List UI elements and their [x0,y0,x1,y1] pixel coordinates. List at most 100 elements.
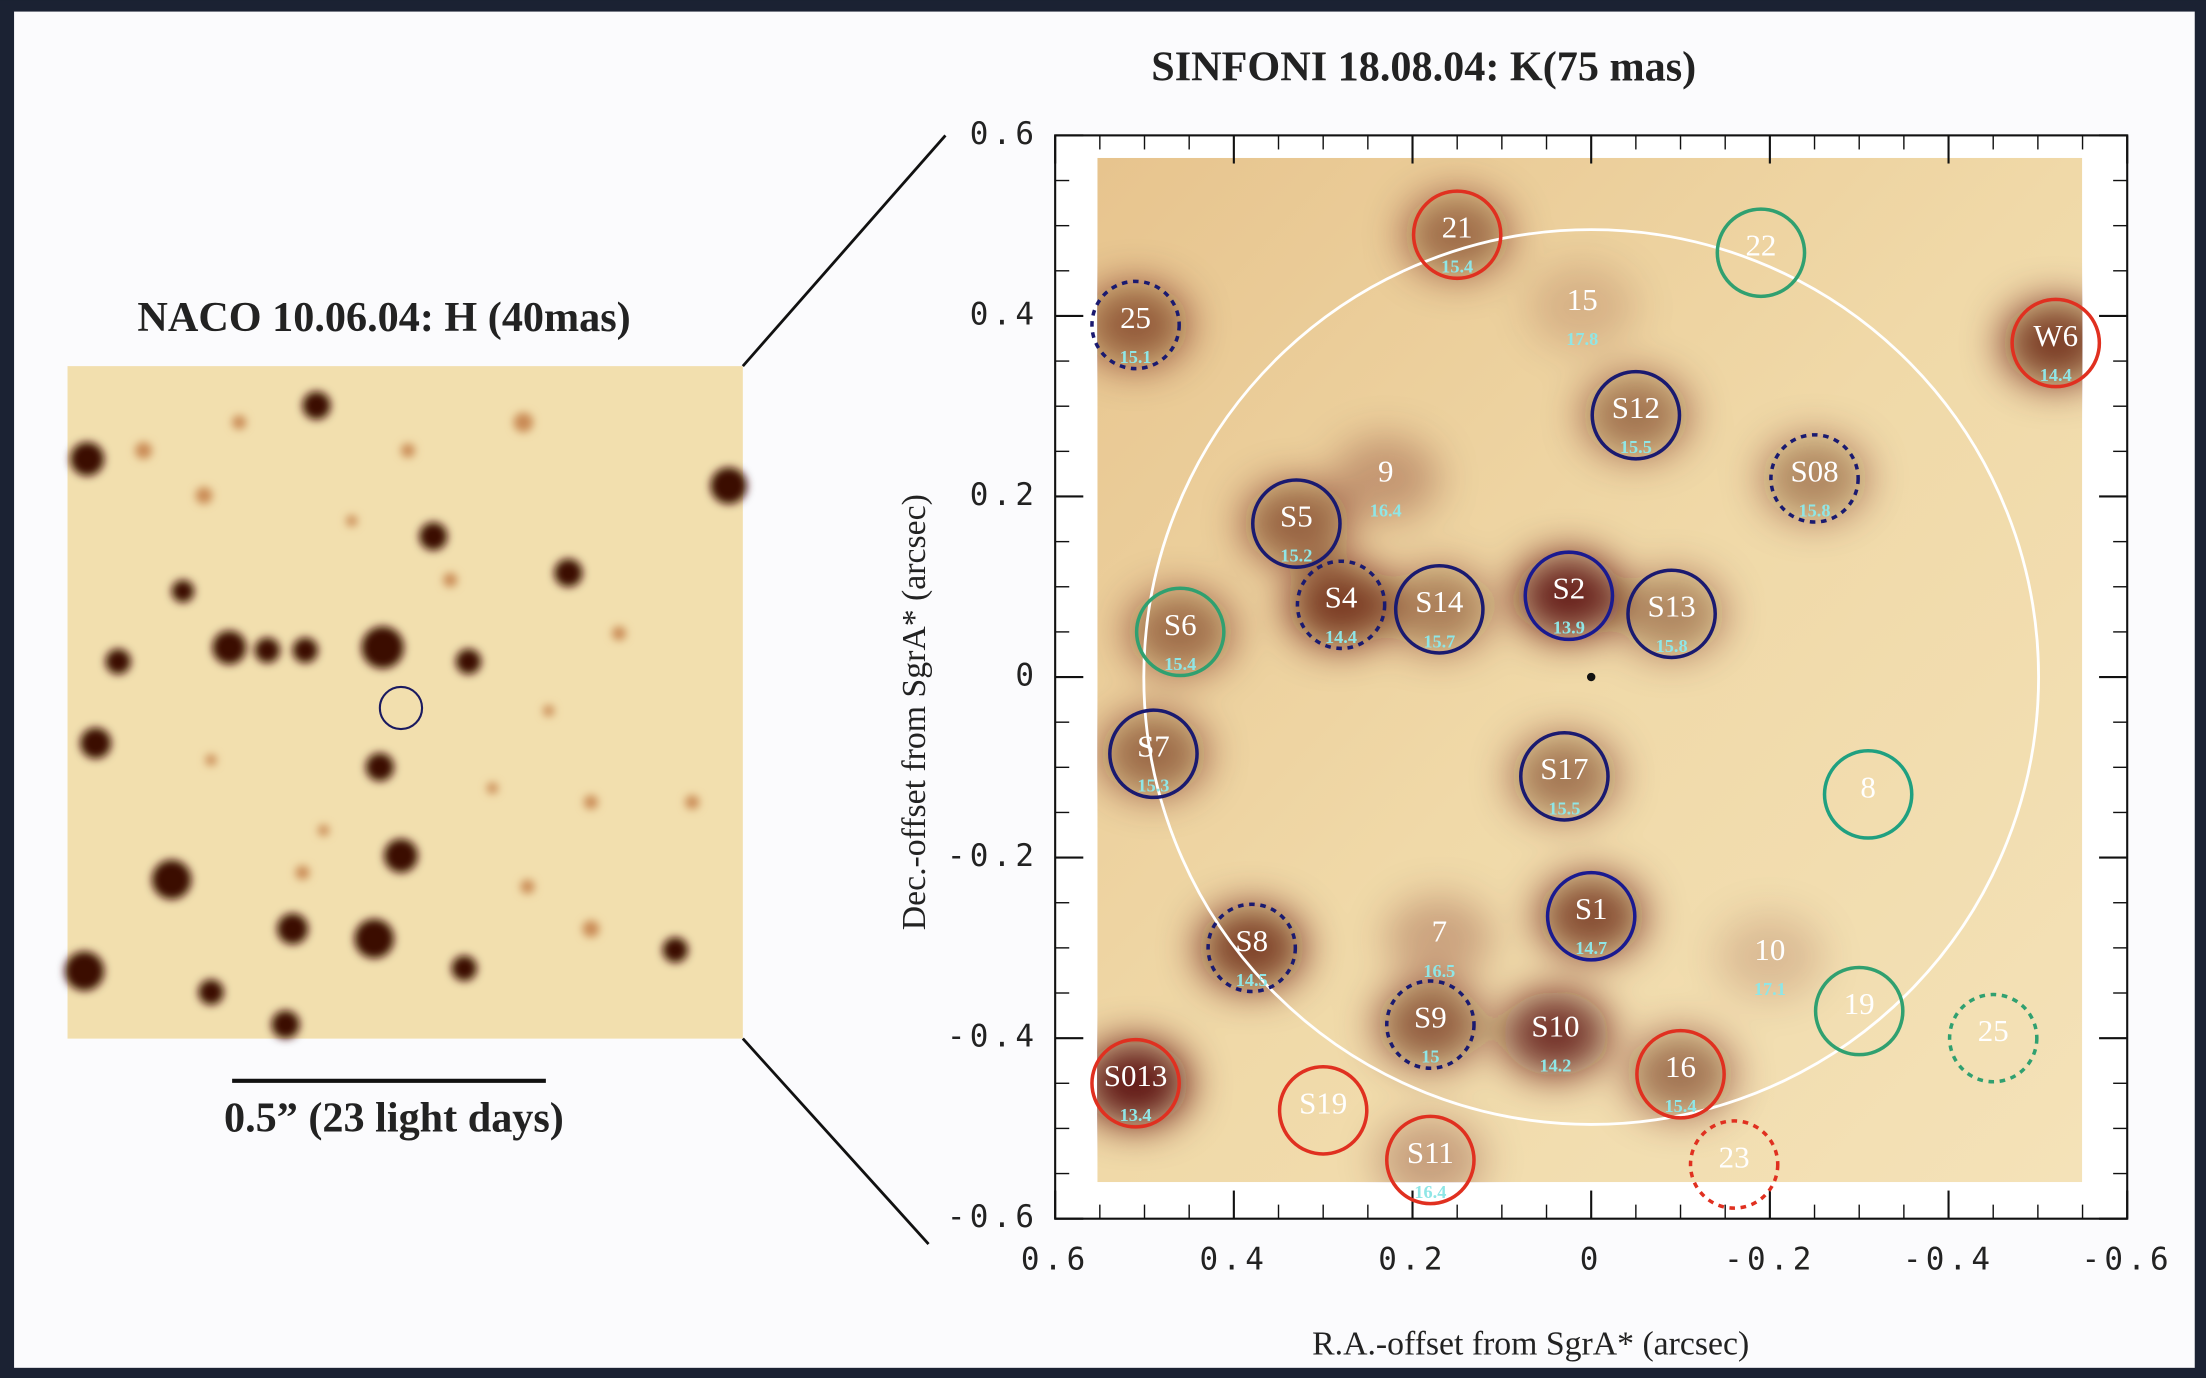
inset-star [419,522,447,550]
sgra-marker [1587,673,1595,681]
x-axis-label: R.A.-offset from SgrA* (arcsec) [1312,1325,1749,1362]
star-label: S5 [1280,498,1313,533]
star-mag: 14.4 [1325,627,1357,647]
star-mag: 15.5 [1620,437,1652,457]
inset-star [293,638,318,663]
star-label: S17 [1540,751,1588,786]
inset-star [543,705,554,716]
star-mag: 16.4 [1414,1182,1446,1202]
star-mag: 15.4 [1164,654,1196,674]
inset-star [65,951,104,990]
inset-star [106,649,131,674]
y-tick-label: 0.2 [970,477,1039,513]
star-label: S6 [1164,607,1197,642]
inset-star [401,443,415,457]
star-mag: 13.9 [1553,618,1585,638]
star-label: S4 [1325,580,1358,615]
figure: NACO 10.06.04: H (40mas) 0.5” (23 light … [0,0,2206,1378]
star-mag: 15.3 [1137,776,1169,796]
x-tick-label: 0.4 [1200,1241,1269,1277]
y-tick-label: 0.4 [970,296,1039,332]
inset-star [255,638,280,663]
y-tick-label: -0.2 [947,838,1038,874]
inset-image [68,366,743,1038]
star-label: S1 [1575,891,1608,926]
star-mag: 16.4 [1370,500,1402,520]
star-label: 25 [1978,1013,2009,1048]
star-label: S7 [1137,729,1170,764]
inset-star [302,391,330,419]
inset-star [443,573,457,587]
inset-star [612,626,626,640]
star-label: S14 [1415,584,1463,619]
star-label: S08 [1790,453,1838,488]
star-label: 21 [1442,210,1473,245]
star-label: 7 [1432,914,1447,949]
star-mag: 15.7 [1423,631,1455,651]
inset-star [272,1010,300,1038]
inset-star [685,795,699,809]
inset-star [172,580,195,603]
star-label: S9 [1414,999,1447,1034]
star-mag: 15 [1421,1047,1439,1067]
scale-label: 0.5” (23 light days) [224,1094,564,1141]
star-label: 19 [1844,986,1875,1021]
inset-star [384,839,418,873]
x-tick-label: -0.2 [1724,1241,1815,1277]
star-label: 15 [1567,282,1598,317]
star-mag: 14.7 [1575,938,1607,958]
star-label: S19 [1299,1085,1347,1120]
star-mag: 14.2 [1539,1056,1571,1076]
inset-star [135,442,152,459]
inset-star [582,920,599,937]
inset-star [80,728,111,759]
star-mag: 15.4 [1441,257,1473,277]
inset-star [196,487,213,504]
inset-star [554,559,582,587]
y-tick-label: 0 [1015,658,1038,694]
star-label: S2 [1553,571,1586,606]
inset-star [70,442,104,476]
star-label: S13 [1648,589,1696,624]
inset-star [366,753,394,781]
inset-star [232,415,246,429]
inset-star [487,783,498,794]
star-label: S12 [1612,390,1660,425]
x-tick-label: 0.2 [1378,1241,1447,1277]
inset-star [198,980,223,1005]
star-label: S11 [1407,1135,1454,1170]
star-label: 16 [1665,1049,1696,1084]
y-tick-label: -0.6 [947,1199,1038,1235]
inset-title: NACO 10.06.04: H (40mas) [137,294,630,341]
inset-star [205,754,216,765]
star-label: 23 [1719,1139,1750,1174]
y-axis-label: Dec.-offset from SgrA* (arcsec) [896,494,933,930]
star-mag: 15.1 [1120,347,1152,367]
star-label: S10 [1531,1009,1579,1044]
star-label: 9 [1378,453,1393,488]
x-tick-label: 0 [1580,1241,1603,1277]
inset-star [521,880,535,894]
star-label: 10 [1754,932,1785,967]
inset-star [710,467,747,504]
star-mag: 15.4 [1665,1096,1697,1116]
inset-star [277,913,308,944]
inset-star [212,631,246,665]
star-mag: 14.4 [2040,365,2072,385]
star-label: W6 [2033,318,2078,353]
chart-title: SINFONI 18.08.04: K(75 mas) [1151,43,1696,90]
y-tick-label: 0.6 [970,116,1039,152]
inset-star [452,956,477,981]
x-tick-label: -0.6 [2082,1241,2173,1277]
star-mag: 14.5 [1236,970,1268,990]
star-mag: 15.8 [1799,500,1831,520]
star-label: 22 [1745,228,1776,263]
inset-star [346,515,357,526]
inset-star [318,825,329,836]
star-label: S8 [1235,923,1268,958]
inset-star [663,937,688,962]
star-mag: 15.8 [1656,636,1688,656]
star-label: S013 [1104,1058,1168,1093]
x-tick-label: 0.6 [1021,1241,1090,1277]
star-mag: 17.8 [1566,329,1598,349]
